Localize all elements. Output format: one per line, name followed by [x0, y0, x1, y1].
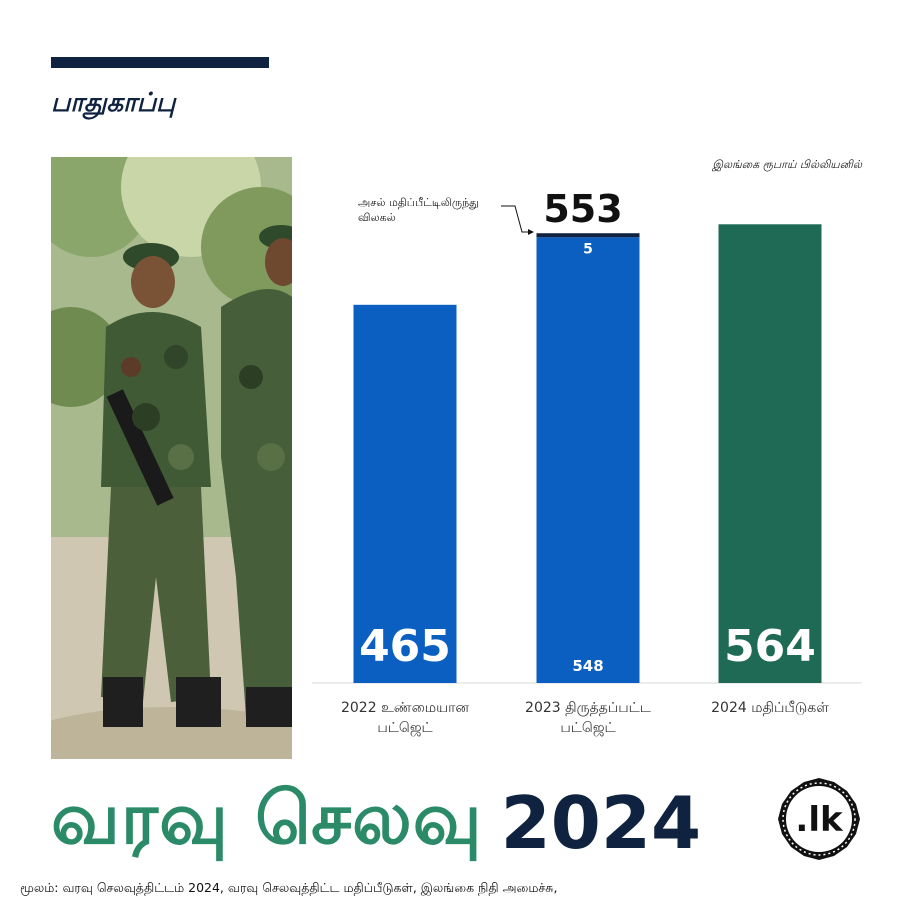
lk-logo: .lk: [776, 776, 862, 862]
category-label-1-0: 2023 திருத்தப்பட்ட: [525, 700, 651, 716]
annotation-text-line1: அசல் மதிப்பீட்டிலிருந்து: [358, 196, 479, 209]
annotation-text-line2: விலகல்: [358, 211, 396, 224]
bar-base-2: [718, 224, 822, 683]
bar-deviation-1: [536, 233, 640, 238]
unit-note: இலங்கை ரூபாய் பில்லியனில்: [712, 158, 862, 171]
data-label-2: 564: [724, 621, 816, 672]
brand-year: 2024: [500, 781, 702, 865]
category-label-1-1: பட்ஜெட்: [560, 720, 615, 737]
category-label-2-0: 2024 மதிப்பீடுகள்: [711, 700, 829, 716]
bar-base-0: [353, 304, 457, 683]
total-label: 553: [543, 187, 622, 231]
bar-base-1: [536, 237, 640, 683]
bar-chart: 465 2022 உண்மையான பட்ஜெட் 548 2023 திருத்தப்…: [312, 187, 862, 737]
category-label-0-1: பட்ஜெட்: [377, 720, 432, 737]
deviation-label: 5: [583, 241, 593, 257]
annotation-arrow: [501, 205, 534, 235]
category-label-0-0: 2022 உண்மையான: [341, 700, 469, 716]
soldiers-photo: [51, 157, 292, 759]
lk-logo-text: .lk: [795, 800, 844, 840]
brand-title-tamil: வரவு செலவு: [51, 776, 483, 860]
data-label-1: 548: [572, 657, 603, 675]
data-label-0: 465: [359, 621, 451, 672]
section-title: பாதுகாப்பு: [51, 88, 176, 118]
source-note: மூலம்: வரவு செலவுத்திட்டம் 2024, வரவு செ…: [20, 880, 558, 895]
brand-title: வரவு செலவு 2024: [51, 776, 702, 868]
top-rule: [51, 57, 269, 68]
